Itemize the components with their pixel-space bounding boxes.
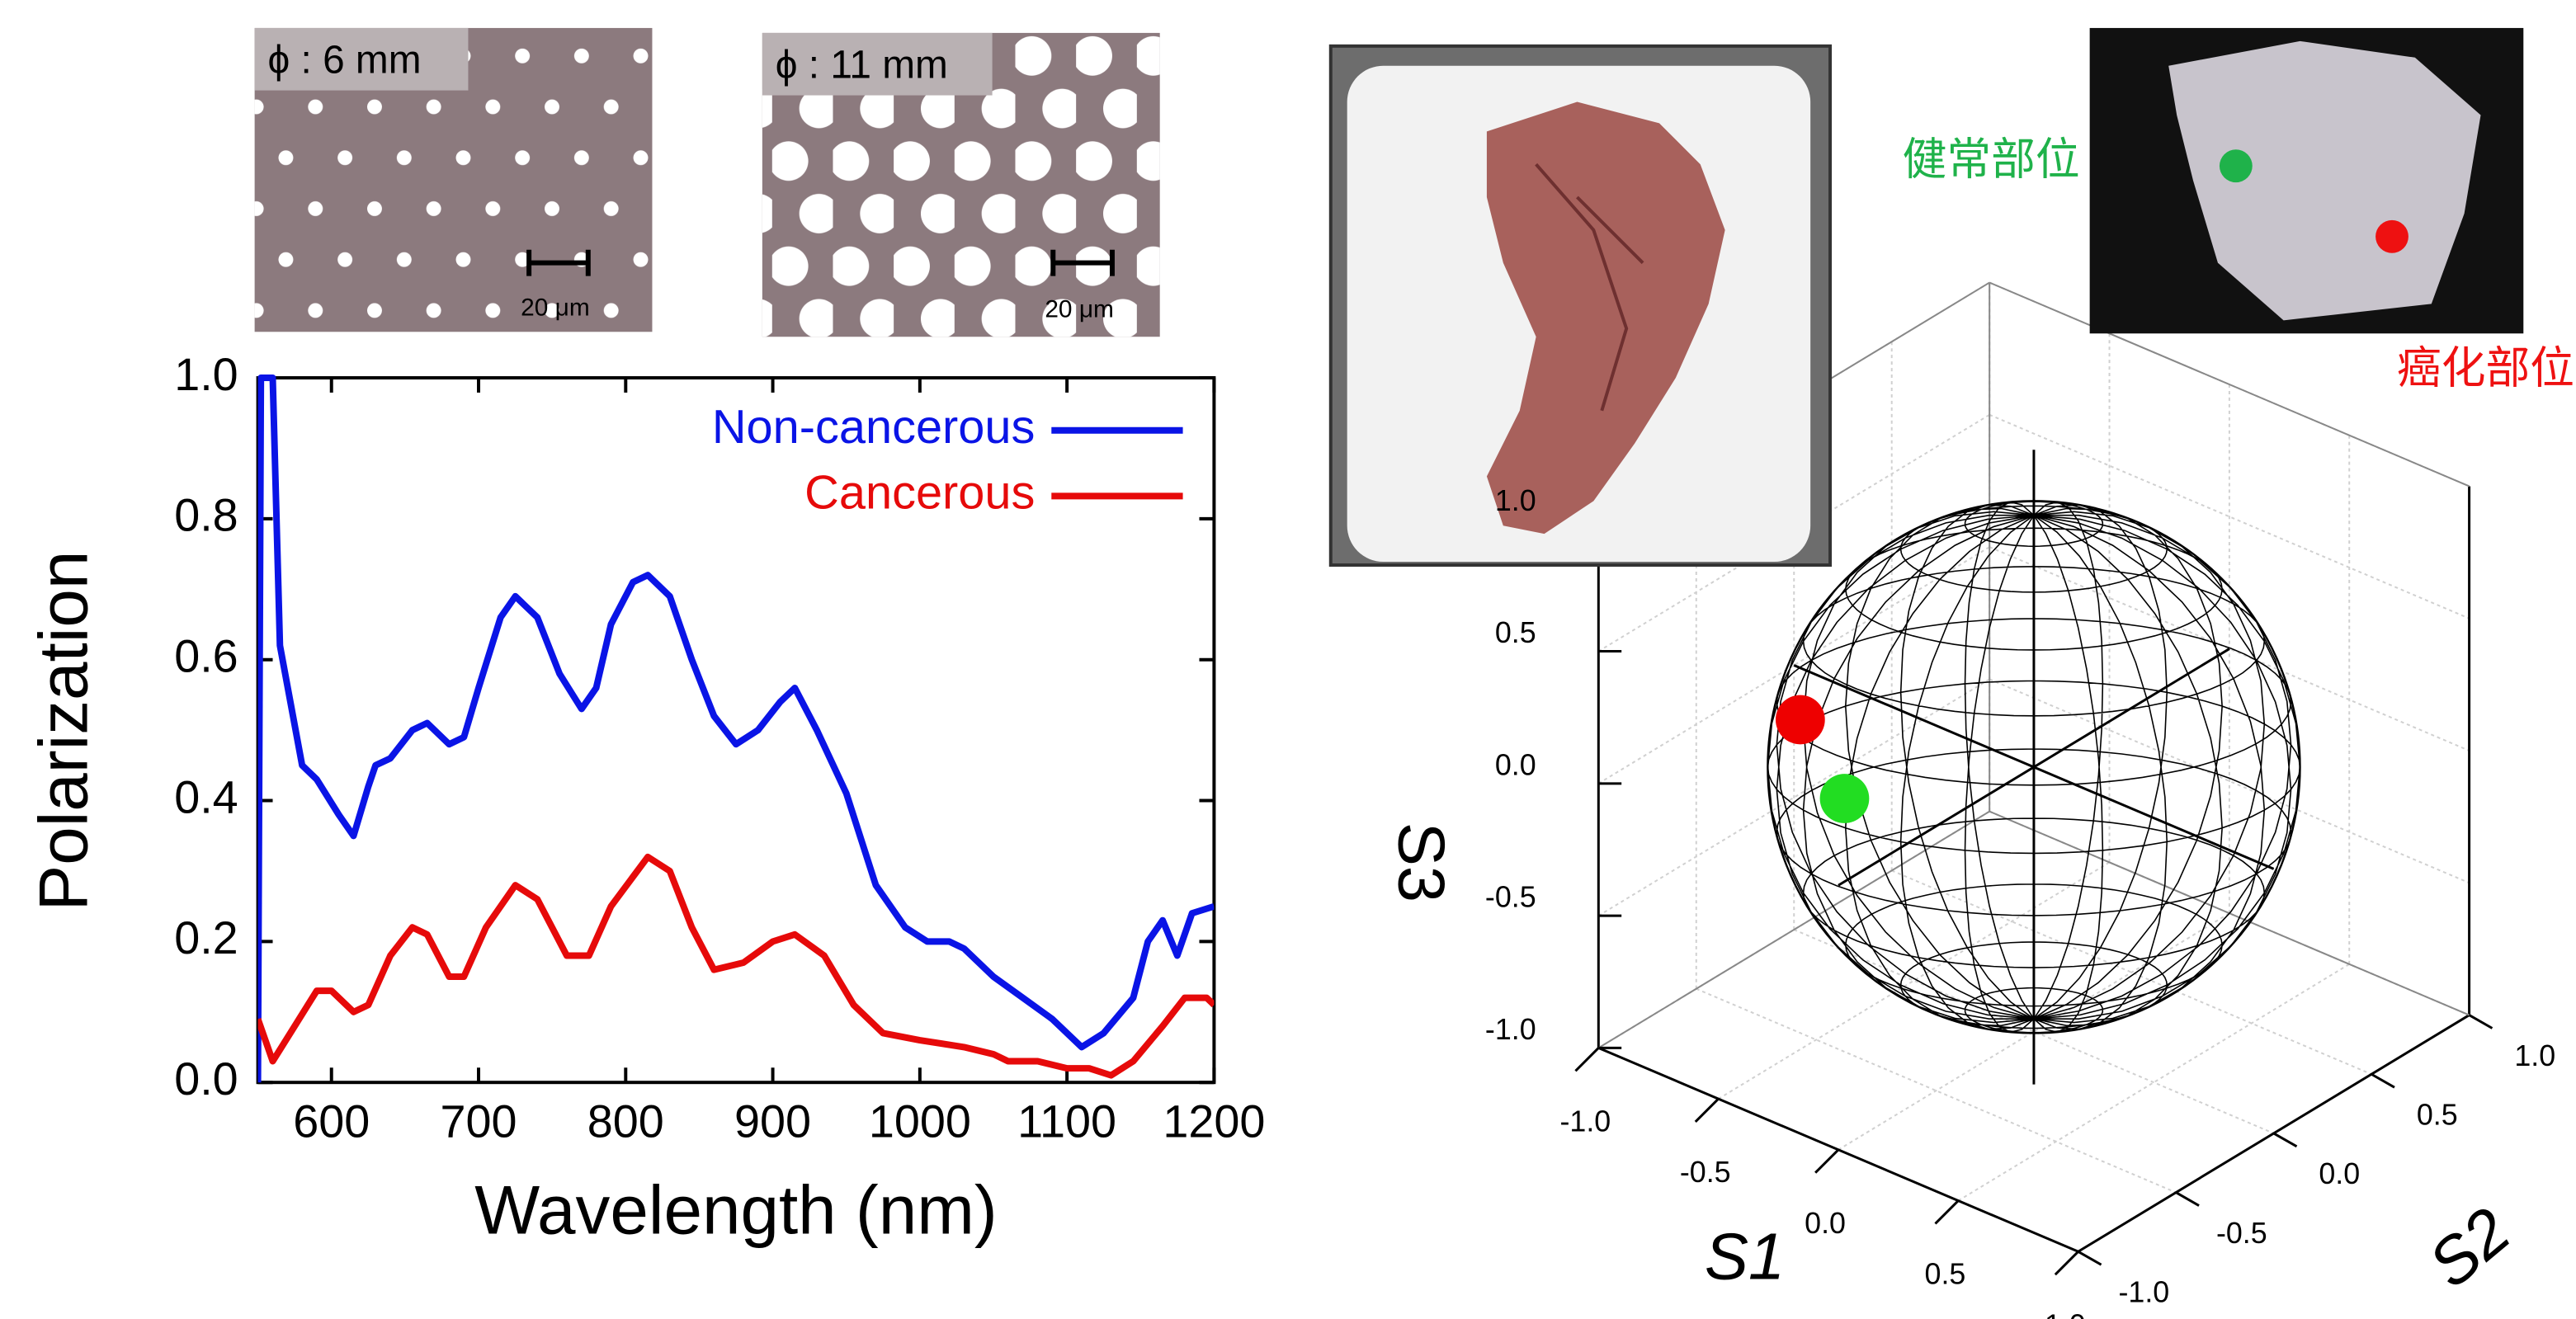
plot-frame <box>258 378 1215 1082</box>
tissue-photo <box>1331 46 1830 565</box>
z-tick-label: 1.0 <box>1495 484 1536 517</box>
tissue-image: 健常部位 癌化部位 <box>1903 28 2574 393</box>
legend-label: Non-cancerous <box>712 401 1036 454</box>
page: 600 700 800 900 1000 1100 1200 0.0 0.2 0.4 0.6 0.8 1… <box>0 0 2576 1319</box>
x-tick-label: 0.0 <box>1805 1207 1846 1240</box>
scale-label: 20 μm <box>1045 295 1114 323</box>
x-tick-label: 1200 <box>1163 1096 1265 1147</box>
y-tick-label: -1.0 <box>2118 1276 2169 1309</box>
series-line <box>258 857 1215 1076</box>
x-tick <box>2055 1251 2078 1274</box>
x-tick-label: 600 <box>293 1096 370 1147</box>
z-tick-label: 0.5 <box>1495 616 1536 649</box>
x-tick-label: 900 <box>734 1096 811 1147</box>
micrograph-label: ϕ : 6 mm <box>268 38 422 82</box>
y-tick-label: 0.4 <box>174 771 238 822</box>
y-axis-title: Polarization <box>25 551 102 912</box>
x-axis-title: S1 <box>1705 1219 1785 1293</box>
healthy-dot <box>2220 149 2253 182</box>
data-point <box>1820 774 1870 823</box>
x-tick-label: 1000 <box>869 1096 971 1147</box>
y-tick-label: 0.0 <box>174 1053 238 1105</box>
y-tick-label: 0.6 <box>174 630 238 681</box>
micrograph: ϕ : 6 mm 20 μm <box>255 28 653 332</box>
scale-label: 20 μm <box>521 294 590 321</box>
line-chart: 600 700 800 900 1000 1100 1200 0.0 0.2 0.4 0.6 0.8 1… <box>25 349 1266 1249</box>
x-tick-label: 0.5 <box>1925 1258 1966 1291</box>
healthy-label: 健常部位 <box>1903 134 2080 184</box>
legend-label: Cancerous <box>804 467 1035 520</box>
y-tick-label: 0.8 <box>174 490 238 541</box>
y-tick <box>2371 1074 2394 1087</box>
micrograph: ϕ : 11 mm 20 μm <box>762 33 1160 337</box>
plot-lines <box>258 378 1215 1082</box>
z-axis-title: S3 <box>1385 822 1458 902</box>
y-axis-title: S2 <box>2414 1194 2523 1302</box>
y-tick <box>2274 1133 2297 1147</box>
x-tick <box>1696 1099 1719 1122</box>
x-tick <box>1935 1201 1958 1224</box>
z-tick-label: 0.0 <box>1495 748 1536 781</box>
figure: 600 700 800 900 1000 1100 1200 0.0 0.2 0.4 0.6 0.8 1… <box>0 0 2576 1319</box>
y-tick <box>2176 1193 2199 1206</box>
micrograph-label: ϕ : 11 mm <box>776 43 948 87</box>
z-tick-labels: -1.0 -0.5 0.0 0.5 1.0 <box>1485 484 1536 1046</box>
z-tick-label: -0.5 <box>1485 881 1536 914</box>
x-tick <box>1575 1048 1598 1071</box>
x-axis-title: Wavelength (nm) <box>474 1171 997 1249</box>
y-tick-label: 1.0 <box>174 349 238 400</box>
x-tick-label: -0.5 <box>1680 1156 1731 1189</box>
cancer-dot <box>2375 220 2409 253</box>
series-line <box>258 378 1215 1082</box>
z-tick-label: -1.0 <box>1485 1013 1536 1046</box>
x-tick-label: -1.0 <box>1560 1105 1611 1138</box>
y-tick-label: 0.2 <box>174 912 238 963</box>
y-tick-label: 0.0 <box>2319 1157 2360 1190</box>
x-tick <box>1815 1150 1838 1173</box>
x-tick-label: 1.0 <box>2045 1308 2086 1319</box>
x-tick-label: 700 <box>440 1096 517 1147</box>
cancer-label: 癌化部位 <box>2397 343 2574 393</box>
y-tick <box>2078 1251 2102 1265</box>
x-tick-label: 800 <box>587 1096 664 1147</box>
y-tick-label: 0.5 <box>2417 1098 2458 1131</box>
y-tick <box>2470 1015 2493 1029</box>
y-tick-label: 1.0 <box>2514 1039 2555 1072</box>
x-tick-label: 1100 <box>1017 1096 1116 1147</box>
data-point <box>1776 695 1825 745</box>
y-tick-label: -0.5 <box>2216 1217 2267 1250</box>
